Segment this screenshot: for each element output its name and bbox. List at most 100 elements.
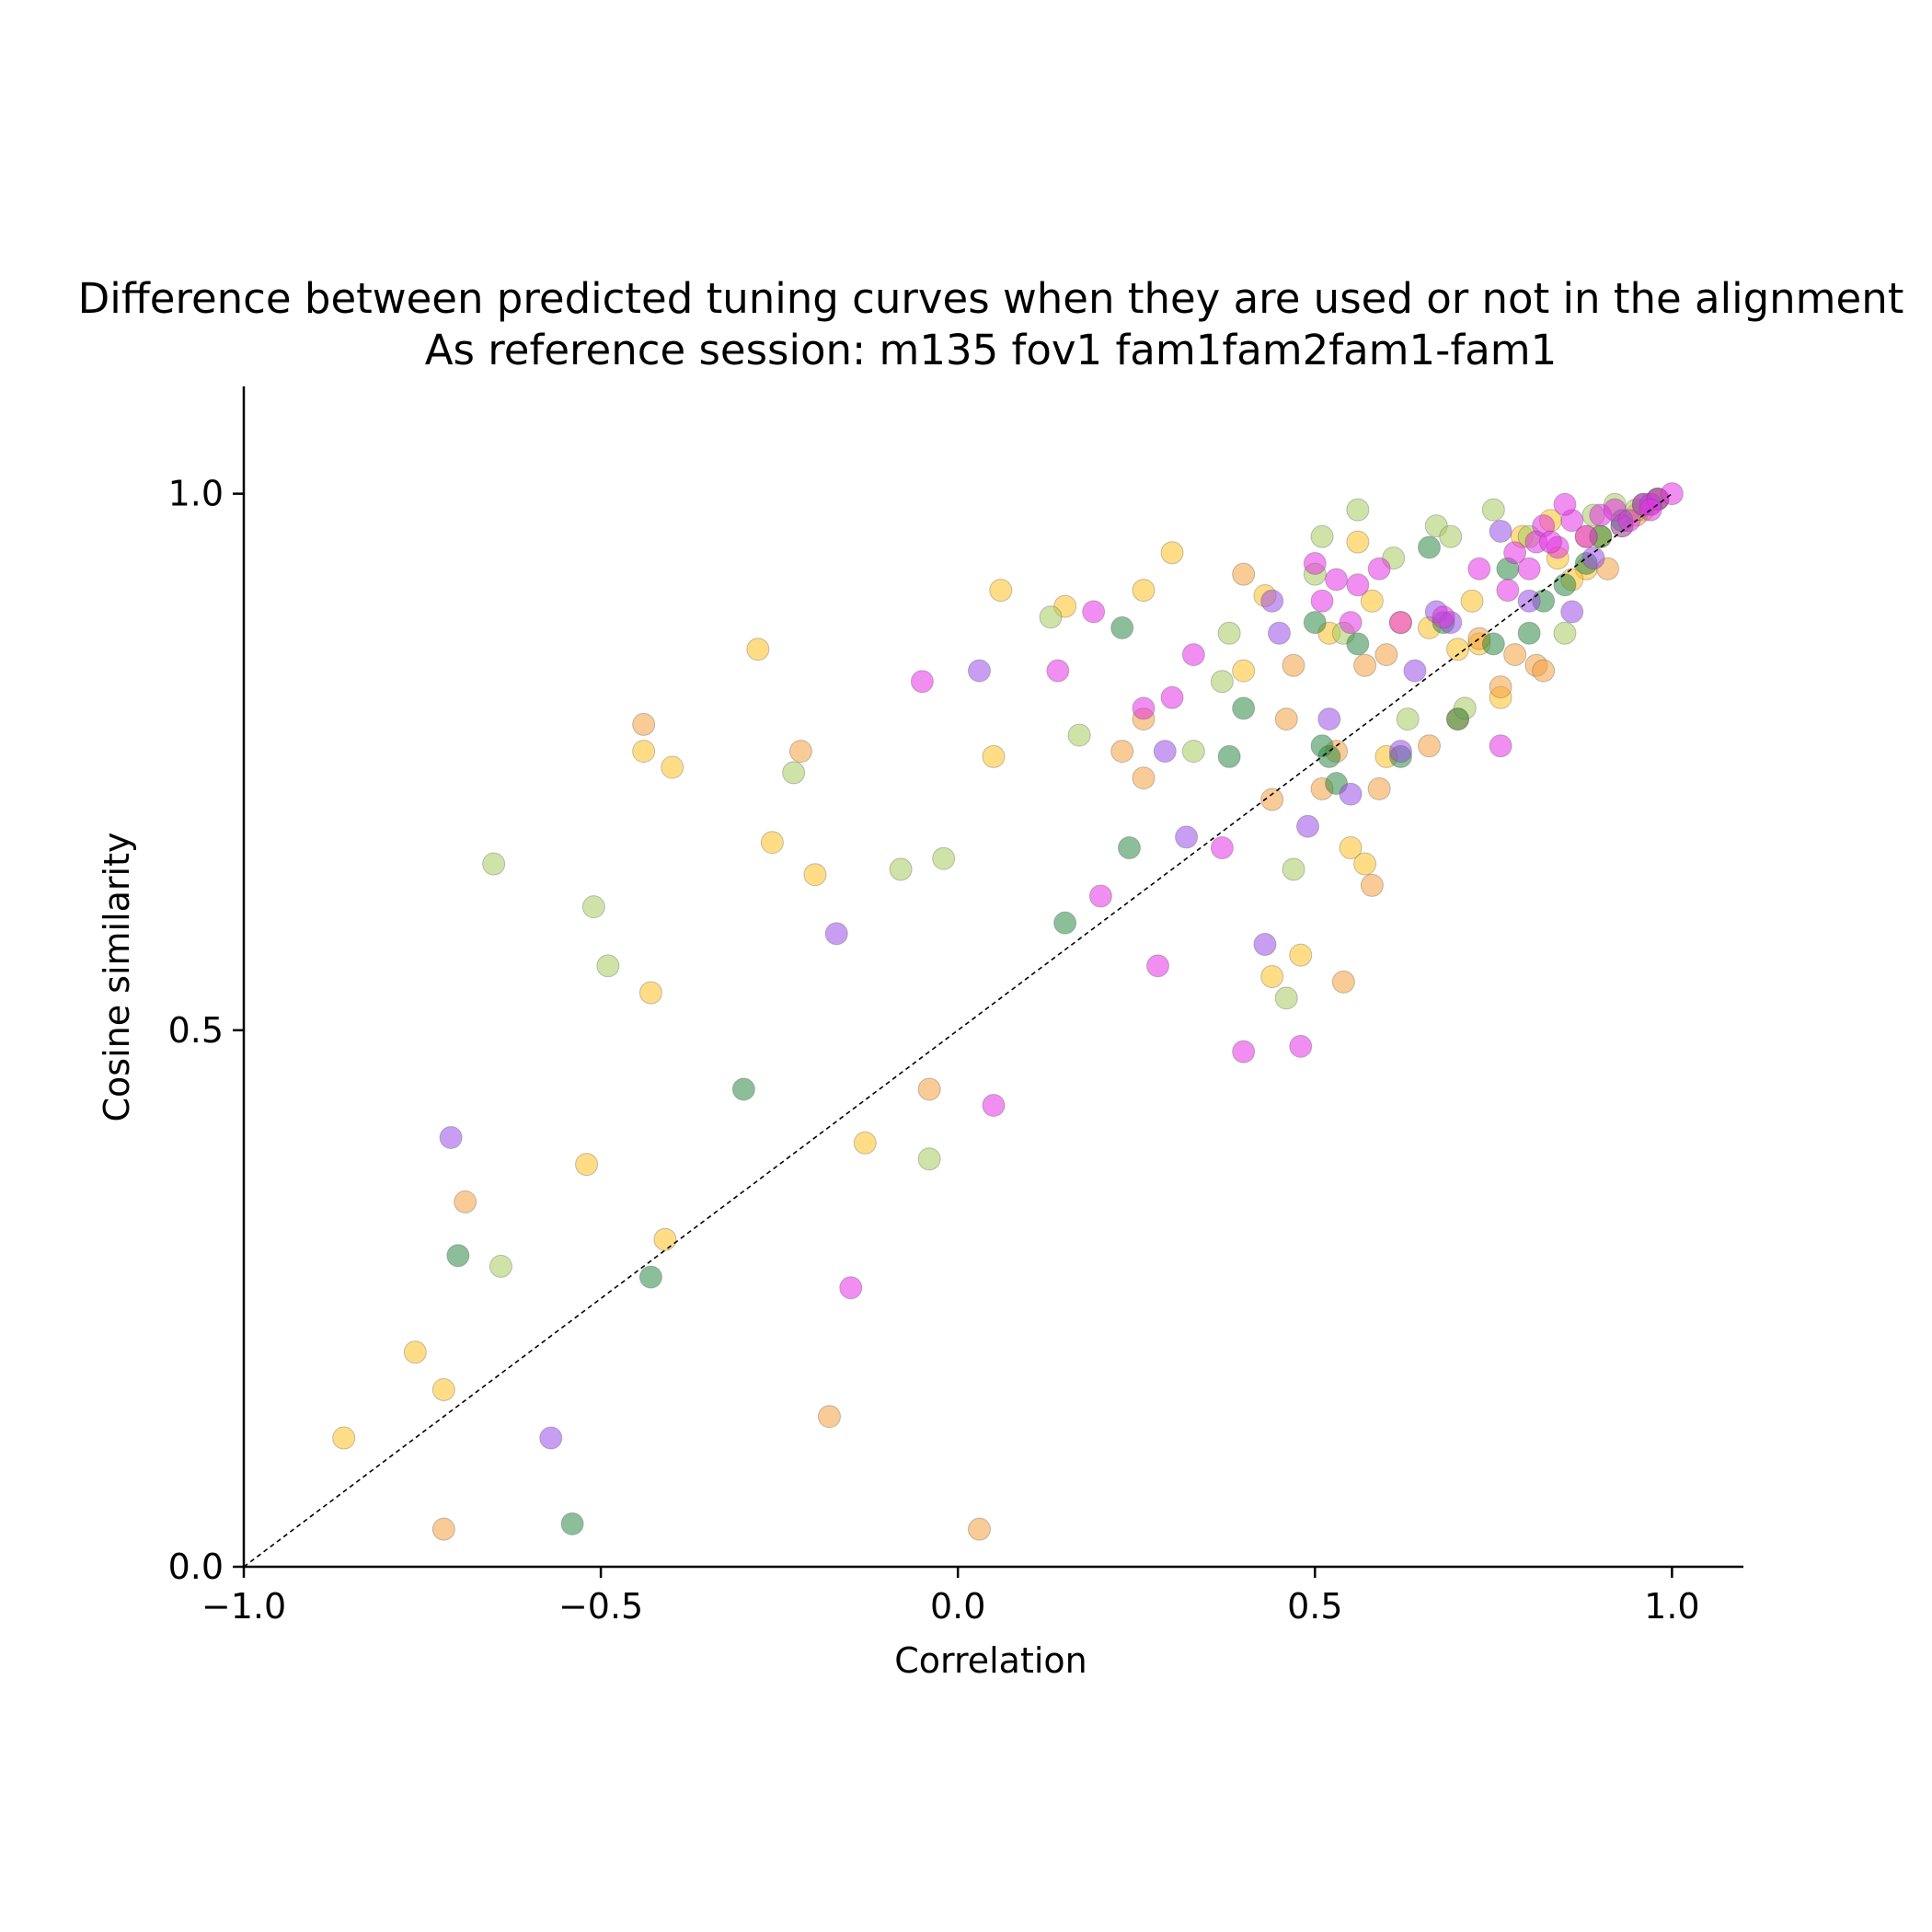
x-tick-label: −0.5 [558,1586,643,1627]
data-point-s1-8 [1132,766,1156,790]
data-point-s3-15 [1417,535,1441,559]
data-point-s5-34 [1660,482,1684,506]
x-tick-label: 0.5 [1287,1586,1342,1627]
data-point-s5-1 [839,1276,863,1300]
data-point-s5-10 [1210,836,1234,860]
data-point-s2-8 [1039,605,1063,629]
data-point-s0-4 [653,1227,677,1251]
data-point-s2-5 [889,857,913,881]
data-point-s5-5 [1088,884,1112,908]
data-point-s0-25 [1360,589,1384,613]
data-point-s0-16 [1160,541,1184,565]
data-point-s0-2 [431,1378,455,1402]
data-point-s5-4 [1082,600,1106,624]
data-point-s0-9 [760,831,784,855]
data-point-s1-20 [1374,643,1398,667]
data-point-s3-6 [1117,836,1141,860]
data-point-s5-20 [1432,605,1455,629]
data-point-s0-12 [982,744,1006,768]
data-point-s0-22 [1339,836,1363,860]
data-point-s4-1 [539,1426,563,1450]
data-point-s2-24 [1481,498,1505,522]
data-point-s2-4 [782,761,806,785]
data-point-s2-20 [1396,707,1420,731]
data-point-s3-2 [638,1265,662,1289]
data-point-s1-5 [917,1077,941,1101]
data-point-s2-0 [482,852,506,876]
data-point-s0-23 [1346,530,1370,554]
data-point-s0-5 [638,981,662,1005]
data-point-s0-29 [1446,638,1470,661]
data-point-s0-13 [989,579,1013,603]
data-point-s0-17 [1232,659,1256,683]
data-point-s1-19 [1367,776,1391,800]
data-point-s0-1 [403,1340,427,1364]
data-point-s3-11 [1317,744,1341,768]
data-point-s5-22 [1489,734,1512,758]
data-point-s1-16 [1331,970,1355,994]
data-point-s1-6 [967,1517,991,1541]
data-point-s2-22 [1439,524,1463,548]
data-point-s2-11 [1210,670,1234,694]
data-point-s5-11 [1232,1040,1256,1064]
data-point-s2-12 [1217,621,1241,645]
data-point-s5-3 [1046,659,1070,683]
data-point-s1-25 [1503,643,1527,667]
data-point-s2-6 [917,1147,941,1171]
data-point-s2-18 [1346,498,1370,522]
data-point-s4-4 [1153,740,1177,764]
data-point-s4-10 [1317,707,1341,731]
data-point-s0-20 [1289,943,1313,967]
scatter-points [332,482,1684,1541]
y-tick-label: 1.0 [168,474,224,514]
data-point-s4-13 [1403,659,1427,683]
reference-diagonal-line [243,492,1673,1568]
data-point-s1-27 [1532,659,1556,683]
data-point-s5-0 [910,670,934,694]
data-point-s0-7 [661,755,684,779]
data-point-s4-0 [439,1125,463,1149]
data-point-s0-30 [1460,589,1484,613]
data-point-s2-3 [596,954,620,978]
data-point-s0-24 [1353,852,1377,876]
data-point-s5-15 [1325,568,1349,592]
data-point-s0-19 [1260,965,1284,988]
data-point-s4-6 [1253,933,1277,957]
data-point-s4-5 [1175,825,1199,849]
x-tick-label: −1.0 [201,1586,286,1627]
data-point-s5-23 [1503,541,1527,565]
data-point-s3-8 [1232,696,1256,720]
data-point-s5-8 [1160,685,1184,709]
data-point-s5-12 [1289,1034,1313,1058]
x-axis-label: Correlation [894,1640,1087,1681]
data-point-s0-8 [746,638,770,661]
data-point-s4-18 [1560,600,1584,624]
data-point-s1-10 [1232,562,1256,586]
data-point-s5-31 [1617,509,1641,533]
data-point-s3-13 [1346,632,1370,656]
data-point-s5-28 [1574,524,1598,548]
data-point-s5-17 [1346,573,1370,597]
data-point-s2-26 [1553,621,1577,645]
data-point-s5-19 [1388,611,1412,635]
data-point-s5-18 [1367,557,1391,581]
data-point-s2-9 [1067,723,1091,747]
data-point-s1-1 [454,1190,477,1213]
data-point-s4-12 [1388,740,1412,764]
data-point-s2-13 [1274,986,1298,1010]
data-point-s1-21 [1417,734,1441,758]
data-point-s1-2 [632,712,656,736]
data-point-s3-3 [731,1077,755,1101]
data-point-s0-0 [332,1426,356,1450]
data-point-s2-10 [1181,740,1205,764]
chart-title: Difference between predicted tuning curv… [78,274,1904,323]
data-point-s2-14 [1282,857,1305,881]
data-point-s3-20 [1517,621,1541,645]
x-tick-label: 0.0 [930,1586,985,1627]
data-point-s4-7 [1260,589,1284,613]
data-point-s4-11 [1339,782,1363,806]
data-point-s1-0 [431,1517,455,1541]
data-point-s5-24 [1517,557,1541,581]
data-point-s3-9 [1303,611,1327,635]
